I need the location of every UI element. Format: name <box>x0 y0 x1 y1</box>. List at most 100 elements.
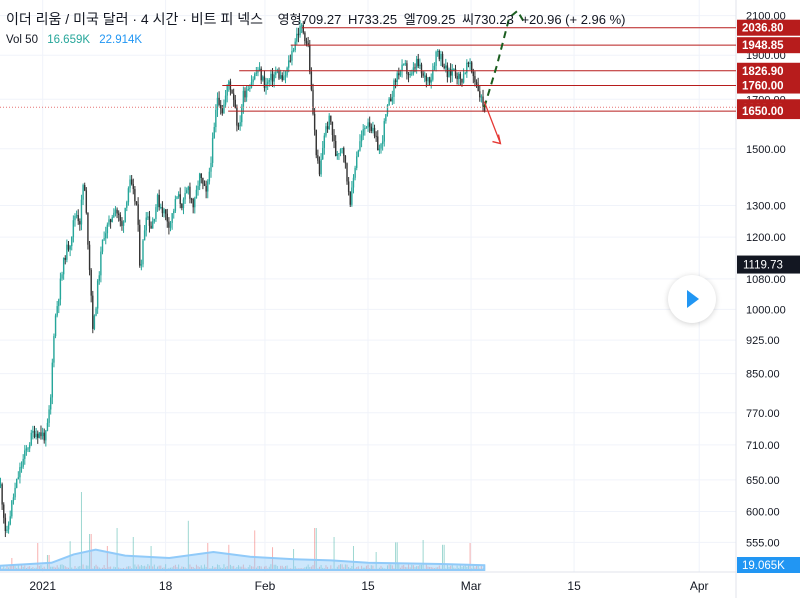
candle-body <box>482 96 484 107</box>
volume-bar <box>346 564 348 570</box>
candle-body <box>464 73 466 75</box>
candle-body <box>208 171 211 182</box>
candle-body <box>428 77 431 83</box>
volume-bar <box>189 564 191 570</box>
volume-bar <box>229 564 231 570</box>
candle-body <box>461 78 463 83</box>
volume-bar <box>463 566 465 570</box>
volume-bar <box>192 566 194 570</box>
volume-bar <box>399 567 401 570</box>
volume-bar <box>63 565 65 570</box>
low-value: 709.25 <box>415 12 456 27</box>
volume-bar <box>304 567 306 570</box>
candle-body <box>250 82 253 88</box>
candle-body <box>200 173 202 178</box>
price-tick-label: 1500.00 <box>746 144 786 156</box>
candle-body <box>3 504 5 518</box>
candle-body <box>351 187 353 205</box>
volume-bar <box>268 566 270 570</box>
candle-body <box>362 129 364 136</box>
volume-bar <box>59 564 61 570</box>
candle-body <box>1 484 3 505</box>
candle-body <box>309 45 311 72</box>
candle-body <box>266 81 269 84</box>
volume-bar <box>356 566 358 570</box>
volume-bar <box>216 564 218 570</box>
candle-body <box>127 188 130 203</box>
candle-body <box>346 163 348 182</box>
candle-body <box>425 75 428 82</box>
volume-bar <box>464 564 466 570</box>
candle-body <box>161 207 164 214</box>
candle-body <box>190 198 193 200</box>
volume-badge <box>737 557 800 573</box>
candle-body <box>407 73 410 76</box>
volume-bar <box>6 565 8 570</box>
chart-legend-header: 이더 리움 / 미국 달러 · 4 시간 · 비트 피 넥스 영형709.27 … <box>6 9 626 29</box>
candle-body <box>226 85 228 96</box>
volume-value-2: 22.914K <box>99 34 143 46</box>
candle-body <box>38 432 41 438</box>
play-icon <box>687 290 699 308</box>
candle-body <box>163 209 165 214</box>
candle-body <box>378 148 381 151</box>
candle-body <box>377 136 379 151</box>
level-badge-1760.00 <box>737 77 800 94</box>
volume-bar <box>281 565 283 570</box>
candle-body <box>67 244 70 250</box>
symbol-name[interactable]: 이더 리움 / 미국 달러 · 4 시간 · 비트 피 넥스 <box>6 11 263 27</box>
price-tick-label: 1900.00 <box>746 50 786 62</box>
play-button[interactable] <box>668 275 716 323</box>
candle-body <box>271 73 274 82</box>
candle-body <box>480 96 483 98</box>
candle-body <box>164 209 167 214</box>
candle-body <box>420 64 423 74</box>
candle-body <box>121 220 123 226</box>
volume-bar <box>200 565 202 570</box>
volume-bar <box>474 567 476 570</box>
candle-body <box>189 186 191 199</box>
volume-bar <box>38 565 40 570</box>
volume-bar <box>242 564 244 570</box>
candle-body <box>406 63 408 74</box>
volume-bar <box>404 566 406 570</box>
volume-bar <box>476 565 478 570</box>
time-tick-label: Apr <box>690 579 709 593</box>
volume-legend[interactable]: Vol 50 16.659K 22.914K <box>6 34 142 46</box>
projection-down-arrow[interactable] <box>483 101 502 144</box>
volume-bar <box>357 566 359 570</box>
volume-bar <box>469 543 471 570</box>
candle-body <box>114 209 117 213</box>
time-tick-label: 15 <box>361 579 375 593</box>
current-price-label: 1119.73 <box>743 260 783 272</box>
volume-bar <box>430 567 432 570</box>
volume-bar <box>395 542 397 570</box>
time-tick-label: Mar <box>461 579 482 593</box>
candle-body <box>35 433 37 438</box>
projection-up-path[interactable] <box>483 9 526 108</box>
candle-body <box>305 41 308 44</box>
volume-bar <box>411 564 413 570</box>
candle-body <box>192 199 194 208</box>
level-badge-1826.90 <box>737 62 800 79</box>
candle-body <box>445 65 447 69</box>
candle-body <box>419 64 421 66</box>
volume-bar <box>218 565 220 570</box>
level-badge-1650.00 <box>737 103 800 120</box>
candle-body <box>4 517 7 531</box>
candle-body <box>155 207 157 219</box>
candle-body <box>386 105 389 115</box>
volume-bar <box>27 566 29 570</box>
volume-bar <box>32 567 34 570</box>
volume-bar <box>265 565 267 570</box>
candle-body <box>467 62 470 64</box>
candle-body <box>333 135 335 141</box>
volume-bar <box>341 564 343 570</box>
candle-body <box>302 25 304 33</box>
price-tick-label: 770.00 <box>746 408 780 420</box>
candle-body <box>43 432 45 441</box>
candle-body <box>393 80 395 97</box>
current-price-badge <box>737 255 800 274</box>
